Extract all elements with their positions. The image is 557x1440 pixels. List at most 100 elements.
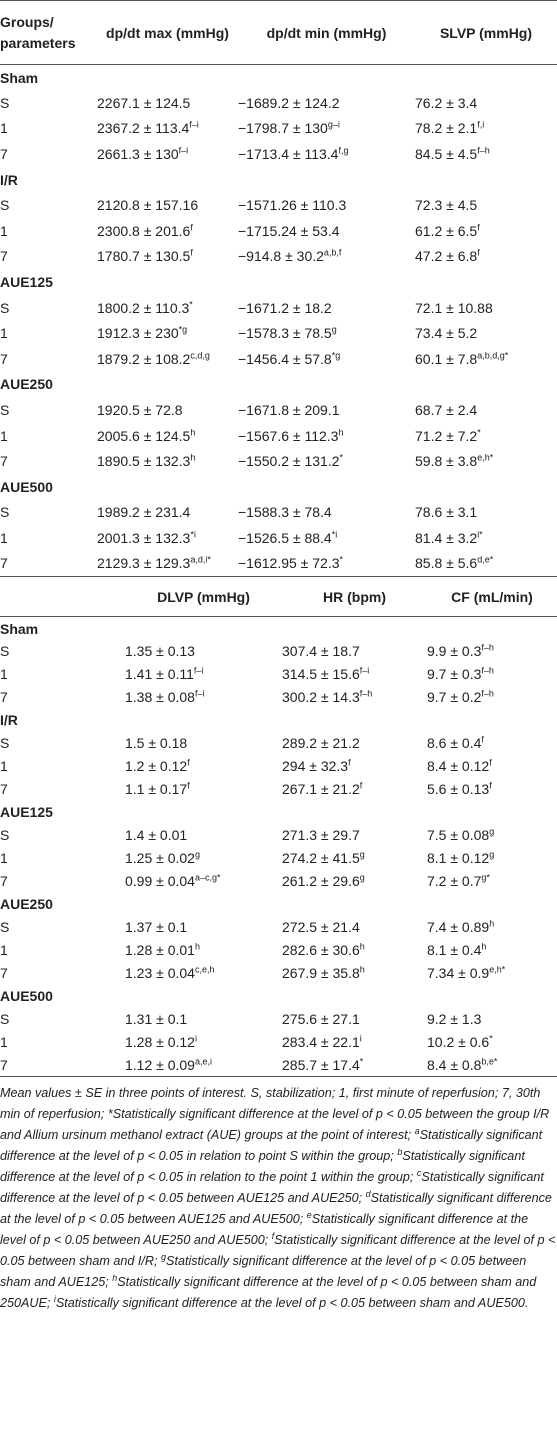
value-cell: 1989.2 ± 231.4 (97, 500, 238, 526)
value: 267.9 ± 35.8 (282, 965, 360, 982)
footnote-mark: g (194, 849, 200, 860)
value: 1920.5 ± 72.8 (97, 402, 183, 419)
value-cell: 9.9 ± 0.3f–h (427, 640, 557, 663)
data-row: 1 1.28 ± 0.01h 282.6 ± 30.6h 8.1 ± 0.4h (0, 939, 557, 962)
value: 1.35 ± 0.13 (125, 643, 195, 660)
value-cell: 5.6 ± 0.13f (427, 778, 557, 801)
value: 307.4 ± 18.7 (282, 643, 360, 660)
footnote-mark: f (271, 1231, 275, 1242)
footnote-mark: f–h (359, 688, 373, 699)
value-cell: 2267.1 ± 124.5 (97, 90, 238, 116)
value-cell: 294 ± 32.3f (282, 755, 427, 778)
value: 71.2 ± 7.2 (415, 427, 478, 444)
footnote-mark: e (306, 1210, 312, 1221)
value-cell: 307.4 ± 18.7 (282, 640, 427, 663)
footnote-mark: c,e,h (194, 964, 215, 975)
value: 8.6 ± 0.4 (427, 735, 482, 752)
value: 1912.3 ± 230 (97, 325, 179, 342)
value: −1715.24 ± 53.4 (238, 222, 340, 239)
value-cell: 267.1 ± 21.2f (282, 778, 427, 801)
value-cell: 9.7 ± 0.3f–h (427, 663, 557, 686)
value-cell: 1.28 ± 0.12i (125, 1031, 282, 1054)
footnote-mark: f,g (338, 145, 349, 156)
data-row: 1 2367.2 ± 113.4f–i −1798.7 ± 130g–i 78.2 ±… (0, 116, 557, 142)
value: 9.7 ± 0.3 (427, 666, 482, 683)
data-row: S 1.37 ± 0.1 272.5 ± 21.4 7.4 ± 0.89h (0, 916, 557, 939)
group-name: AUE500 (0, 988, 53, 1005)
value: 1.41 ± 0.11 (125, 666, 194, 683)
value-cell: 261.2 ± 29.6g (282, 870, 427, 893)
value-cell: 71.2 ± 7.2* (415, 423, 557, 449)
value: 9.2 ± 1.3 (427, 1011, 482, 1028)
row-label: 1 (0, 850, 8, 867)
value: 84.5 ± 4.5 (415, 146, 478, 163)
footnote-mark: *i (331, 529, 338, 540)
footnote-mark: c,d,g (190, 350, 210, 361)
footnote-mark: h (194, 941, 200, 952)
column-header: dp/dt max (mmHg) (106, 24, 229, 41)
footnote-mark: e,h* (489, 964, 506, 975)
value-cell: 78.2 ± 2.1f,i (415, 116, 557, 142)
footnote-mark: b,e* (481, 1056, 498, 1067)
value: 10.2 ± 0.6 (427, 1034, 490, 1051)
value: 85.8 ± 5.6 (415, 555, 478, 572)
footnote-mark: f (359, 780, 363, 791)
footnote-mark: g (359, 872, 365, 883)
value: 8.1 ± 0.4 (427, 942, 482, 959)
value-cell: 314.5 ± 15.6f–i (282, 663, 427, 686)
value: 1.4 ± 0.01 (125, 827, 188, 844)
value: 267.1 ± 21.2 (282, 781, 360, 798)
data-row: 1 2005.6 ± 124.5h −1567.6 ± 112.3h 71.2 ± 7… (0, 423, 557, 449)
value: 72.3 ± 4.5 (415, 197, 478, 214)
value-cell: 61.2 ± 6.5f (415, 218, 557, 244)
footnote-mark: h (338, 426, 344, 437)
value: 271.3 ± 29.7 (282, 827, 360, 844)
value-cell: 8.1 ± 0.4h (427, 939, 557, 962)
footnote-mark: g (161, 1252, 167, 1263)
value: 7.4 ± 0.89 (427, 919, 490, 936)
footnote-text: Statistically significant difference at … (0, 1170, 544, 1206)
footnote-mark: * (477, 426, 481, 437)
footnote-mark: h (359, 964, 365, 975)
value-cell: 2005.6 ± 124.5h (97, 423, 238, 449)
value-cell: 7.5 ± 0.08g (427, 824, 557, 847)
value-cell: 1.1 ± 0.17f (125, 778, 282, 801)
value-cell: −1578.3 ± 78.5g (238, 320, 415, 346)
group-row: Sham (0, 65, 557, 91)
data-row: S 1989.2 ± 231.4 −1588.3 ± 78.4 78.6 ± 3.1 (0, 500, 557, 526)
data-row: 1 1.41 ± 0.11f–i 314.5 ± 15.6f–i 9.7 ± 0.3f… (0, 663, 557, 686)
value-cell: 1.4 ± 0.01 (125, 824, 282, 847)
footnote-mark: *g (331, 350, 341, 361)
value: 1.31 ± 0.1 (125, 1011, 188, 1028)
value: 2300.8 ± 201.6 (97, 222, 191, 239)
footnote-mark: a,b,d,g* (477, 350, 509, 361)
value: 1.25 ± 0.02 (125, 850, 195, 867)
footnote-mark: i (53, 1294, 56, 1305)
row-label: 1 (0, 120, 8, 137)
value-cell: 76.2 ± 3.4 (415, 90, 557, 116)
row-label: S (0, 299, 10, 316)
value: 282.6 ± 30.6 (282, 942, 360, 959)
footnote-mark: g (331, 324, 337, 335)
value: −1612.95 ± 72.3 (238, 555, 340, 572)
footnote-mark: * (339, 452, 344, 463)
value-cell: 9.7 ± 0.2f–h (427, 686, 557, 709)
value-cell: 1.2 ± 0.12f (125, 755, 282, 778)
footnote-mark: *i (190, 529, 196, 540)
footnote-mark: h (112, 1273, 118, 1284)
value-cell: 274.2 ± 41.5g (282, 847, 427, 870)
footnote-mark: f (477, 222, 480, 233)
value-cell: 283.4 ± 22.1i (282, 1031, 427, 1054)
group-row: I/R (0, 167, 557, 193)
data-row: 7 1890.5 ± 132.3h −1550.2 ± 131.2* 59.8 ± 3… (0, 448, 557, 474)
footnote-text: Mean values ± SE in three points of inte… (0, 1086, 550, 1143)
value: 300.2 ± 14.3 (282, 689, 360, 706)
group-row: I/R (0, 709, 557, 732)
footnote-mark: f–i (359, 665, 370, 676)
value: 9.7 ± 0.2 (427, 689, 482, 706)
value-cell: 81.4 ± 3.2i* (415, 525, 557, 551)
data-row: 1 2300.8 ± 201.6f −1715.24 ± 53.4 61.2 ± 6.… (0, 218, 557, 244)
footnote-text: Statistically significant difference at … (0, 1128, 543, 1164)
value: 8.4 ± 0.8 (427, 1057, 482, 1074)
data-row: 7 0.99 ± 0.04a–c,g* 261.2 ± 29.6g 7.2 ± 0.7… (0, 870, 557, 893)
